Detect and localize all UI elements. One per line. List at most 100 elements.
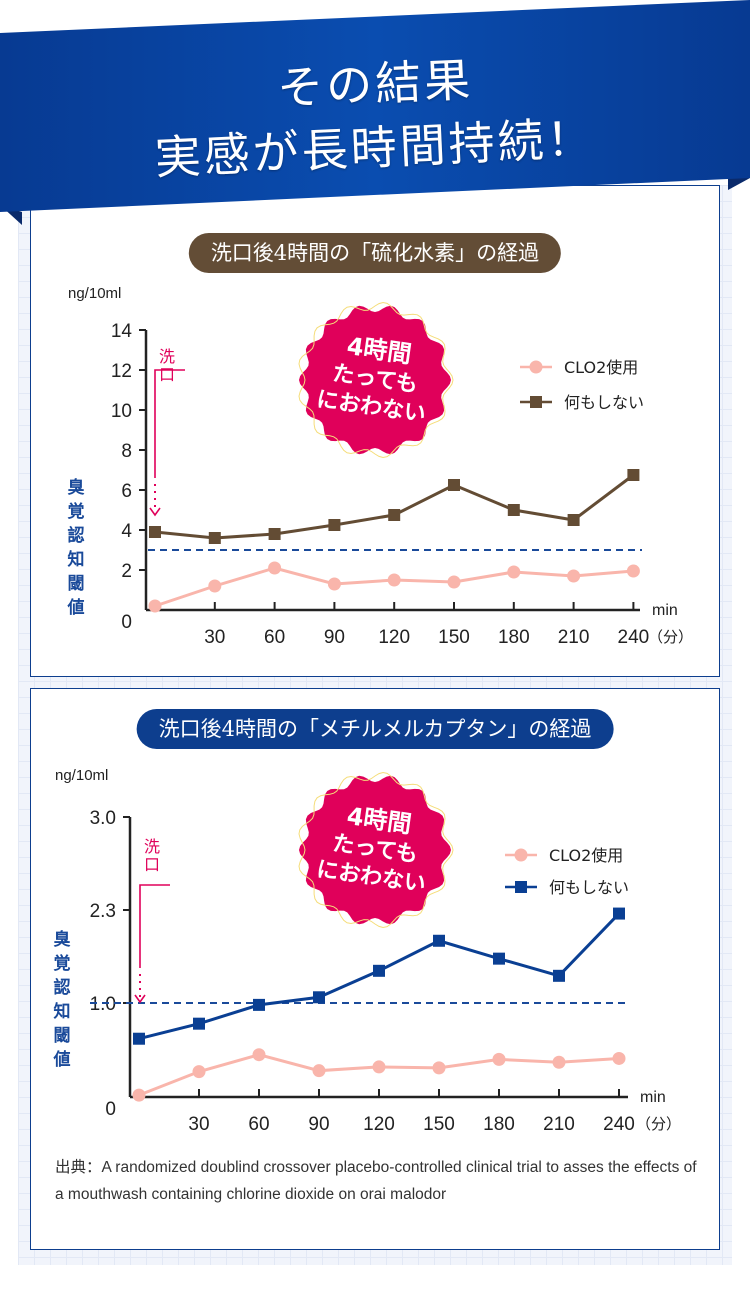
y-tick-label: 10 (111, 401, 132, 422)
data-point (327, 577, 341, 591)
data-point (567, 514, 580, 526)
threshold-label: 臭覚認知閾値 (53, 929, 71, 1070)
data-point (626, 564, 640, 578)
data-point (132, 1088, 146, 1102)
washout-arrow-icon (134, 994, 146, 1004)
y-tick-label: 2 (121, 561, 132, 582)
x-axis-unit-jp: （分） (636, 1115, 681, 1133)
x-tick-label: 90 (324, 627, 345, 648)
y-tick-label: 6 (121, 481, 132, 502)
x-tick-label: 210 (558, 627, 590, 648)
x-tick-label: 240 (618, 627, 650, 648)
legend-label: 何もしない (549, 878, 629, 897)
y-tick-label: 2.3 (90, 901, 116, 922)
data-point (493, 952, 505, 965)
washout-label: 洗口 (159, 347, 175, 384)
y-tick-label: 4 (121, 521, 132, 542)
data-point (373, 964, 385, 977)
x-tick-label: 120 (378, 627, 410, 648)
data-point (388, 509, 401, 521)
data-point (208, 532, 221, 544)
data-point (432, 1061, 446, 1075)
data-point (553, 969, 565, 982)
legend-marker (530, 396, 542, 408)
x-axis-unit: min (640, 1089, 666, 1106)
x-tick-label: 60 (264, 627, 285, 648)
data-point (133, 1032, 145, 1045)
x-tick-label: 240 (603, 1114, 635, 1135)
data-point (387, 573, 401, 587)
x-tick-label: 210 (543, 1114, 575, 1135)
data-point (148, 599, 162, 613)
legend-marker (529, 360, 543, 374)
data-point (627, 469, 640, 481)
data-point (447, 575, 461, 589)
legend-marker (515, 881, 527, 893)
source-citation: 出典：A randomized doublind crossover place… (55, 1159, 697, 1203)
legend-label: CLO2使用 (549, 846, 623, 865)
chart-1: ng/10ml 0 2 4 6 8 10 12 14 30 60 90 120 150 180 210 240m… (67, 285, 694, 648)
chart-2: ng/10ml 0 1.0 2.3 3.0 30 60 90 120 150 180 210 240 mi… (53, 767, 682, 1135)
data-point (567, 569, 581, 583)
chart-title-hydrogen-sulfide: 洗口後4時間の「硫化水素」の経過 (188, 233, 562, 273)
data-point (448, 479, 460, 491)
x-tick-label: 60 (248, 1114, 269, 1135)
data-point (552, 1055, 566, 1069)
washout-line (154, 369, 185, 478)
y-axis-unit: ng/10ml (68, 285, 121, 302)
x-tick-label: 180 (498, 627, 530, 648)
x-tick-label: 30 (204, 627, 225, 648)
data-point (252, 1048, 266, 1062)
y-axis-unit: ng/10ml (55, 767, 108, 784)
data-point (433, 934, 445, 947)
y-tick-label: 12 (111, 361, 132, 382)
data-point (507, 504, 520, 516)
washout-arrow-icon (149, 507, 161, 517)
washout-label: 洗口 (144, 837, 160, 874)
data-point (149, 526, 161, 538)
badge-outline (298, 771, 454, 929)
y-tick-label: 0 (121, 612, 132, 633)
y-tick-label: 0 (105, 1099, 116, 1120)
series-line-2 (154, 473, 635, 540)
data-point (613, 907, 625, 920)
y-tick-label: 8 (121, 441, 132, 462)
legend-label: 何もしない (564, 393, 644, 412)
x-axis-unit: min (652, 602, 678, 619)
legend-label: CLO2使用 (564, 358, 638, 377)
data-point (492, 1052, 506, 1066)
chart-title-methyl-mercaptan: 洗口後4時間の「メチルメルカプタン」の経過 (136, 709, 614, 749)
data-point (268, 561, 282, 575)
data-point (313, 991, 325, 1004)
data-point (208, 579, 222, 593)
data-point (193, 1017, 205, 1030)
data-point (192, 1065, 206, 1079)
legend-marker (514, 848, 528, 862)
x-axis-unit-jp: （分） (648, 628, 693, 646)
data-point (253, 998, 265, 1011)
data-point (372, 1060, 386, 1074)
threshold-label: 臭覚認知閾値 (67, 477, 85, 618)
badge-scalloped (299, 775, 451, 925)
data-point (268, 528, 281, 540)
data-point (312, 1064, 326, 1078)
y-tick-label: 1.0 (90, 994, 116, 1015)
data-point (507, 565, 521, 579)
badge-scalloped (299, 305, 451, 455)
x-tick-label: 150 (423, 1114, 455, 1135)
x-tick-label: 120 (363, 1114, 395, 1135)
data-point (328, 519, 341, 531)
y-tick-label: 14 (111, 321, 133, 342)
x-tick-label: 90 (308, 1114, 329, 1135)
x-tick-label: 150 (438, 627, 470, 648)
header-banner (0, 0, 750, 212)
badge-outline (298, 301, 454, 459)
x-tick-label: 30 (188, 1114, 209, 1135)
data-point (612, 1051, 626, 1065)
washout-line (139, 884, 170, 968)
y-tick-label: 3.0 (90, 808, 116, 829)
x-tick-label: 180 (483, 1114, 515, 1135)
